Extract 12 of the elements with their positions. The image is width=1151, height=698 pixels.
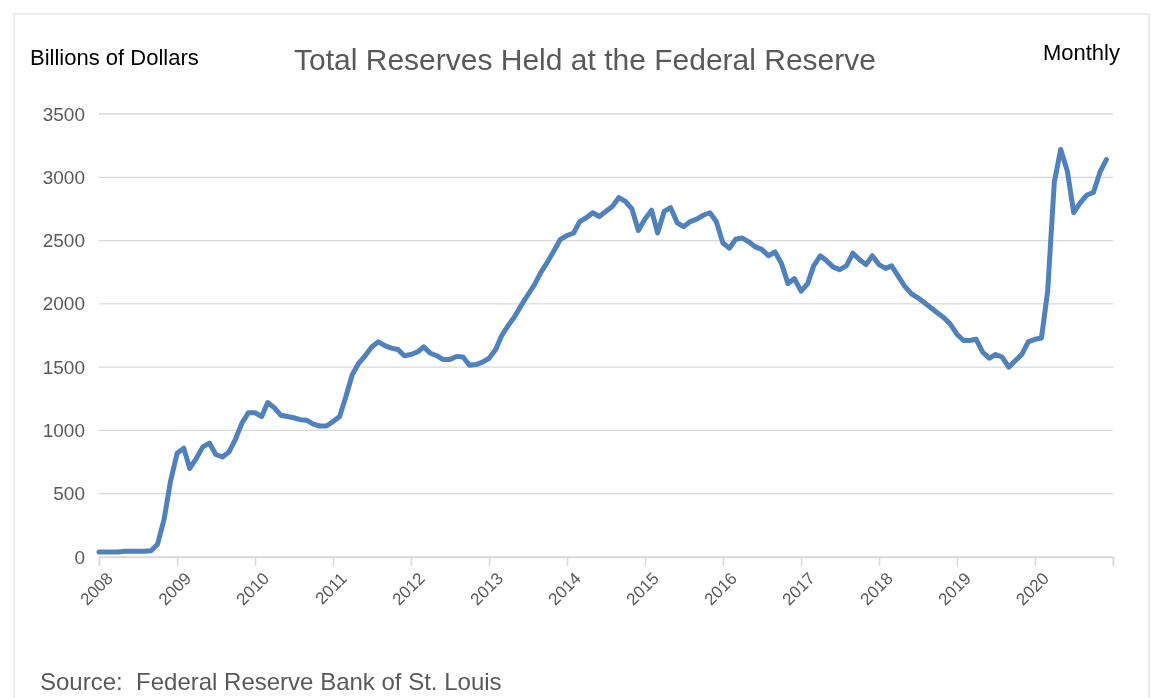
chart-title: Total Reserves Held at the Federal Reserve [294, 43, 876, 76]
y-tick-label: 2000 [42, 293, 85, 315]
y-tick-label: 500 [53, 483, 85, 505]
y-tick-label: 3500 [42, 103, 85, 125]
y-tick-label: 1000 [42, 420, 85, 442]
source-note: Source: Federal Reserve Bank of St. Louis [40, 668, 502, 695]
text: Monthly [1042, 40, 1120, 65]
y-tick-label: 3000 [42, 166, 85, 188]
y-axis-title: Billions of Dollars [30, 45, 199, 70]
y-tick-label: 0 [74, 546, 85, 568]
y-tick-label: 1500 [42, 356, 85, 378]
y-tick-label: 2500 [42, 230, 85, 252]
